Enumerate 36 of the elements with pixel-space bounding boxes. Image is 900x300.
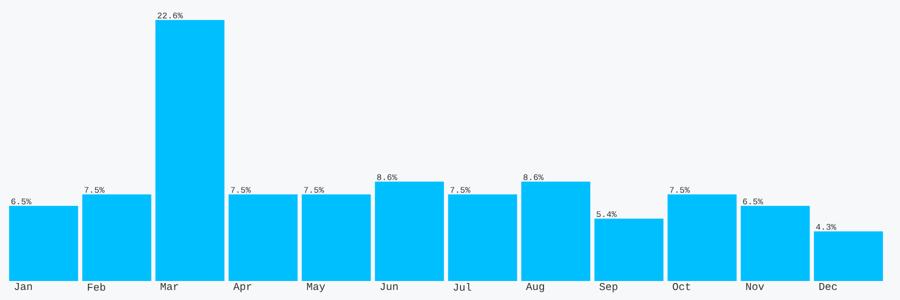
data-label: 7.5% bbox=[84, 187, 105, 193]
data-label: 8.6% bbox=[524, 174, 544, 180]
bar bbox=[740, 206, 810, 281]
data-label: 7.5% bbox=[670, 187, 690, 193]
bar bbox=[374, 182, 444, 281]
bar bbox=[228, 194, 298, 281]
data-label: 22.6% bbox=[158, 12, 183, 18]
x-tick-label: Nov bbox=[746, 283, 764, 290]
x-tick-label: Jan bbox=[14, 283, 32, 290]
bar bbox=[594, 218, 664, 281]
x-tick-label: Aug bbox=[526, 283, 544, 292]
x-tick-label: Apr bbox=[233, 283, 252, 292]
x-tick-label: Dec bbox=[819, 283, 837, 290]
x-tick-label: May bbox=[307, 283, 326, 292]
bar bbox=[668, 194, 737, 281]
x-tick-label: Feb bbox=[88, 283, 106, 291]
bar bbox=[448, 194, 518, 281]
data-label: 7.5% bbox=[450, 187, 470, 193]
bar bbox=[302, 194, 371, 281]
bar bbox=[9, 206, 78, 281]
data-label: 5.4% bbox=[596, 211, 617, 218]
data-label: 8.6% bbox=[377, 174, 398, 180]
bar bbox=[82, 194, 152, 281]
x-tick-label: Sep bbox=[600, 283, 618, 292]
data-label: 6.5% bbox=[11, 198, 32, 204]
data-label: 6.5% bbox=[743, 198, 764, 204]
x-tick-label: Mar bbox=[160, 283, 178, 290]
x-tick-label: Jul bbox=[454, 283, 472, 291]
x-tick-label: Oct bbox=[672, 283, 690, 290]
bar bbox=[814, 231, 883, 281]
bar bbox=[155, 20, 224, 281]
data-label: 7.5% bbox=[230, 187, 251, 193]
data-label: 7.5% bbox=[304, 187, 324, 193]
bar bbox=[521, 182, 590, 281]
data-label: 4.3% bbox=[816, 224, 836, 230]
x-tick-label: Jun bbox=[380, 283, 398, 290]
